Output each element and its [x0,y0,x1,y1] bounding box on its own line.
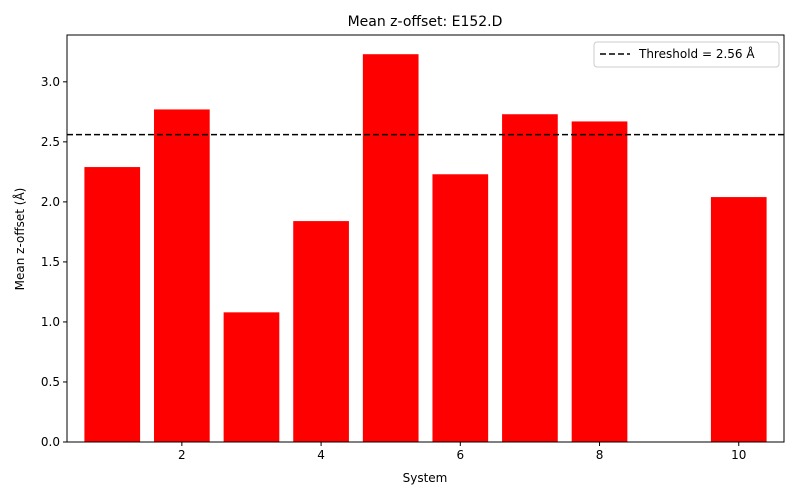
y-tick-label: 3.0 [41,75,60,89]
bar-system-7 [502,114,558,442]
y-ticks: 0.0 0.5 1.0 1.5 2.0 2.5 3.0 [41,75,67,449]
bars-group [84,54,767,443]
x-tick-label: 6 [456,448,464,462]
bar-system-3 [223,312,280,442]
y-tick-label: 0.5 [41,375,60,389]
y-tick-label: 2.5 [41,135,60,149]
x-tick-label: 8 [596,448,604,462]
legend-box [593,41,780,68]
bar-system-2 [154,109,210,442]
y-tick-label: 1.5 [41,255,60,269]
x-ticks: 2 4 6 8 10 [178,442,746,462]
y-tick-label: 1.0 [41,315,60,329]
bar-system-4 [293,221,349,442]
x-tick-label: 2 [178,448,186,462]
x-tick-label: 10 [731,448,746,462]
y-tick-label: 0.0 [41,435,60,449]
chart-title: Mean z-offset: E152.D [348,14,503,30]
y-tick-label: 2.0 [41,195,60,209]
bar-system-6 [432,174,489,442]
x-tick-label: 4 [317,448,325,462]
x-axis-label: System [403,471,448,485]
bar-system-1 [84,167,141,443]
bar-system-10 [710,197,767,442]
bar-system-8 [571,121,628,442]
bar-system-5 [362,54,419,442]
legend-label: Threshold = 2.56 Å [638,46,755,61]
y-axis-label: Mean z-offset (Å) [12,188,27,291]
legend: Threshold = 2.56 Å [593,41,780,68]
axes-frame [66,34,785,443]
